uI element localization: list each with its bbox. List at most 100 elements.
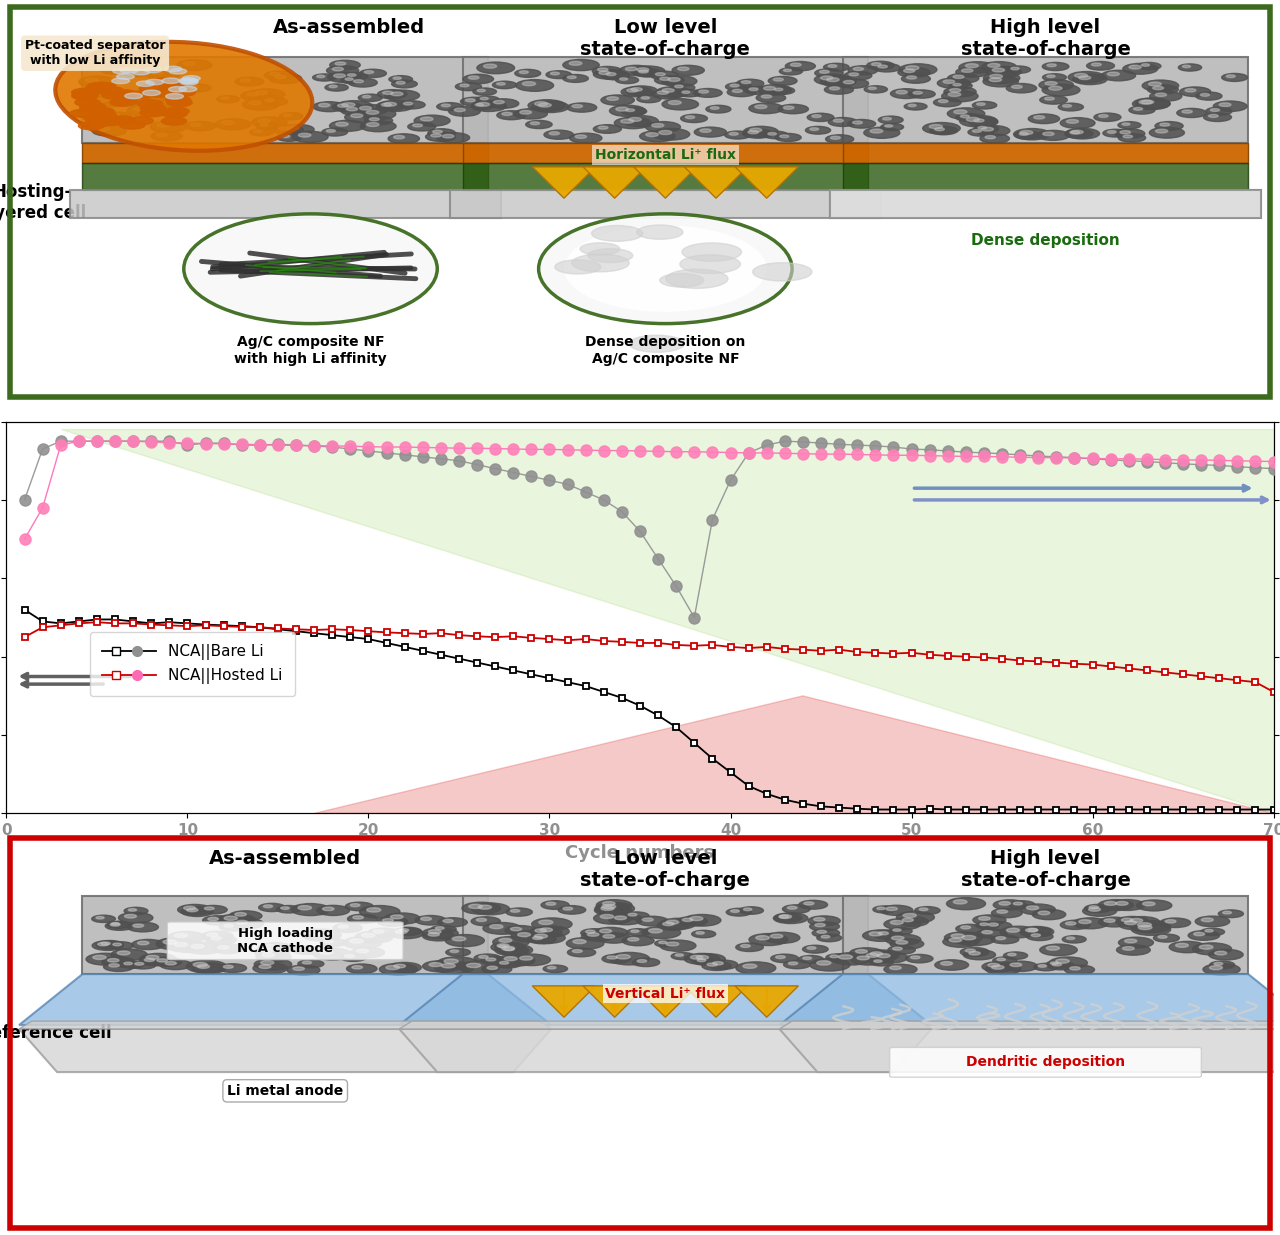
Circle shape	[351, 114, 362, 117]
Circle shape	[1101, 70, 1135, 80]
Circle shape	[956, 114, 982, 121]
Circle shape	[477, 89, 485, 91]
Polygon shape	[532, 167, 595, 198]
Circle shape	[163, 78, 179, 84]
Circle shape	[471, 100, 507, 111]
Circle shape	[335, 101, 372, 112]
Circle shape	[78, 107, 116, 119]
Circle shape	[650, 72, 678, 80]
Circle shape	[183, 906, 196, 910]
Circle shape	[431, 925, 456, 934]
Circle shape	[788, 962, 797, 965]
Text: As-assembled: As-assembled	[273, 19, 425, 37]
Circle shape	[223, 966, 233, 968]
Circle shape	[869, 958, 893, 966]
Circle shape	[343, 937, 381, 948]
Circle shape	[499, 939, 512, 942]
Circle shape	[856, 956, 869, 960]
Circle shape	[1043, 132, 1053, 136]
Circle shape	[609, 105, 645, 116]
Circle shape	[133, 924, 143, 927]
Circle shape	[870, 952, 882, 956]
Circle shape	[860, 951, 896, 962]
Circle shape	[817, 961, 831, 965]
Circle shape	[666, 269, 728, 288]
Circle shape	[960, 115, 969, 117]
Circle shape	[803, 945, 828, 953]
Circle shape	[982, 62, 1016, 73]
Circle shape	[1094, 114, 1121, 121]
Circle shape	[1010, 963, 1021, 967]
Circle shape	[161, 79, 196, 90]
Circle shape	[1169, 941, 1206, 952]
Circle shape	[492, 942, 526, 952]
Circle shape	[563, 908, 572, 910]
Circle shape	[477, 62, 515, 74]
Text: High level
state-of-charge: High level state-of-charge	[960, 848, 1130, 889]
Circle shape	[783, 961, 810, 968]
Circle shape	[888, 927, 913, 935]
Circle shape	[748, 131, 759, 133]
Circle shape	[1007, 953, 1016, 956]
Circle shape	[598, 68, 608, 72]
Circle shape	[170, 89, 196, 96]
Circle shape	[479, 956, 488, 958]
Circle shape	[1133, 98, 1170, 110]
Circle shape	[403, 103, 412, 105]
Circle shape	[211, 936, 221, 940]
Circle shape	[96, 941, 123, 948]
Circle shape	[954, 84, 961, 86]
Circle shape	[901, 74, 931, 83]
Circle shape	[166, 82, 179, 85]
Circle shape	[913, 91, 923, 94]
Circle shape	[567, 103, 596, 112]
Circle shape	[736, 962, 776, 974]
Circle shape	[850, 947, 883, 958]
Circle shape	[1123, 63, 1158, 74]
Circle shape	[627, 89, 637, 93]
Circle shape	[433, 130, 443, 133]
Circle shape	[672, 65, 704, 75]
Circle shape	[220, 98, 229, 100]
Circle shape	[1028, 929, 1038, 931]
Text: Reference cell: Reference cell	[0, 1024, 111, 1042]
Circle shape	[1059, 104, 1083, 111]
Polygon shape	[532, 986, 595, 1018]
Circle shape	[1079, 75, 1091, 79]
Circle shape	[954, 110, 966, 114]
Circle shape	[484, 64, 497, 68]
Circle shape	[84, 120, 110, 127]
Circle shape	[215, 119, 251, 130]
Circle shape	[108, 112, 131, 120]
Circle shape	[1065, 921, 1076, 925]
Circle shape	[558, 905, 586, 914]
Circle shape	[572, 105, 582, 107]
Circle shape	[428, 932, 439, 936]
Circle shape	[1129, 106, 1155, 114]
Circle shape	[666, 920, 678, 924]
Circle shape	[897, 68, 931, 78]
Circle shape	[780, 135, 788, 137]
Circle shape	[890, 966, 901, 969]
Circle shape	[468, 904, 483, 909]
Circle shape	[269, 74, 302, 84]
Circle shape	[1158, 935, 1167, 939]
Circle shape	[165, 94, 183, 99]
Circle shape	[599, 72, 611, 74]
Circle shape	[594, 125, 621, 133]
Circle shape	[980, 923, 988, 925]
Circle shape	[960, 947, 989, 956]
Circle shape	[982, 962, 1015, 972]
Circle shape	[726, 83, 751, 90]
Circle shape	[535, 934, 548, 939]
Circle shape	[145, 93, 170, 101]
Circle shape	[731, 910, 740, 913]
Circle shape	[378, 90, 407, 99]
Circle shape	[1065, 130, 1093, 138]
Circle shape	[388, 962, 421, 973]
Circle shape	[1006, 84, 1037, 93]
Circle shape	[950, 89, 961, 93]
Circle shape	[745, 86, 771, 94]
Circle shape	[690, 956, 703, 960]
Circle shape	[864, 85, 887, 93]
